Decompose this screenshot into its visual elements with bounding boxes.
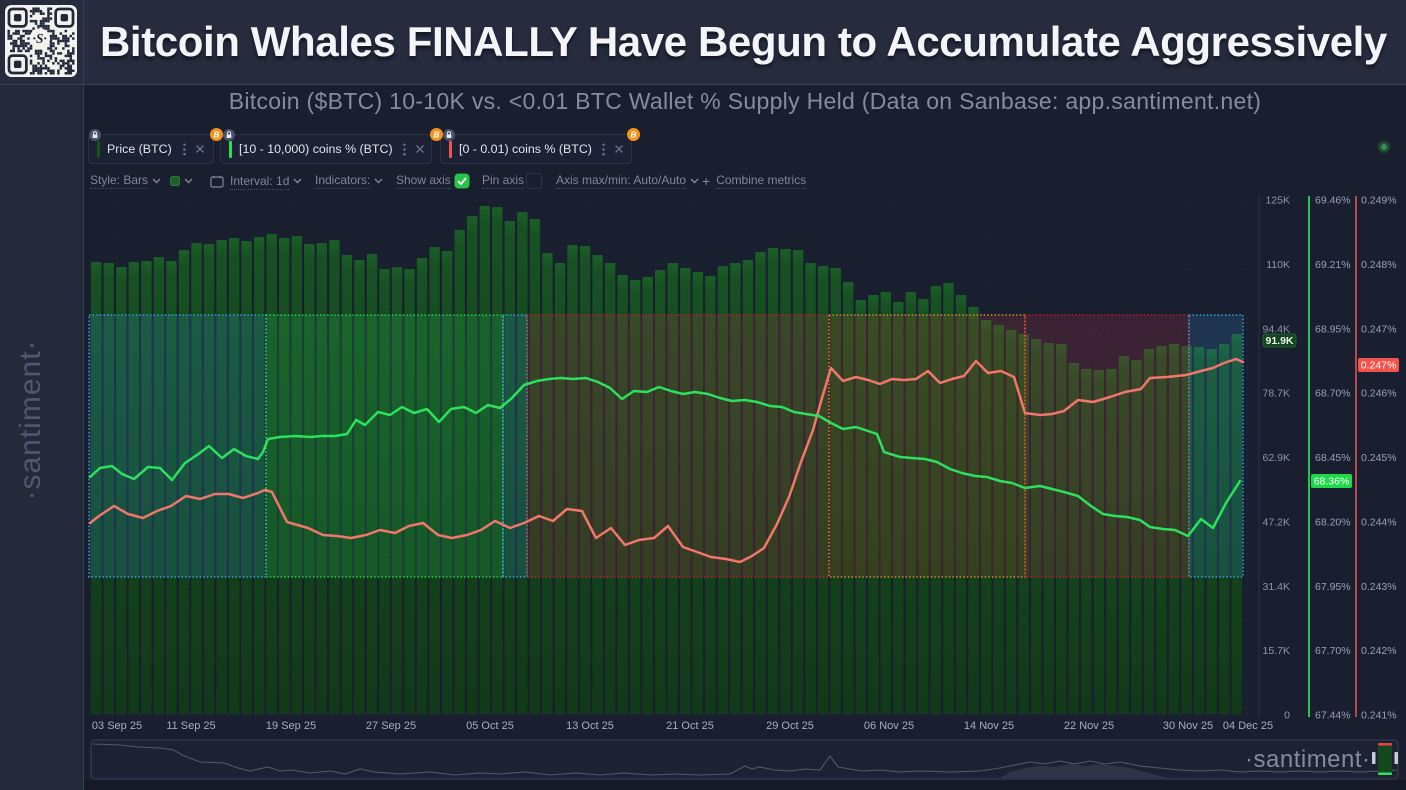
svg-text:68.45%: 68.45%: [1315, 452, 1351, 464]
svg-text:11 Sep 25: 11 Sep 25: [166, 720, 215, 732]
svg-text:62.9K: 62.9K: [1263, 452, 1290, 464]
svg-text:0.241%: 0.241%: [1361, 710, 1397, 722]
svg-text:78.7K: 78.7K: [1263, 388, 1290, 400]
svg-text:68.70%: 68.70%: [1315, 388, 1351, 400]
svg-text:67.70%: 67.70%: [1315, 645, 1351, 657]
svg-text:0.247%: 0.247%: [1361, 323, 1397, 335]
svg-text:04 Dec 25: 04 Dec 25: [1223, 720, 1273, 732]
svg-text:03 Sep 25: 03 Sep 25: [92, 720, 142, 732]
svg-text:0.243%: 0.243%: [1361, 581, 1397, 593]
svg-text:30 Nov 25: 30 Nov 25: [1163, 720, 1213, 732]
svg-text:91.9K: 91.9K: [1265, 335, 1293, 347]
svg-text:69.46%: 69.46%: [1315, 195, 1351, 207]
svg-text:110K: 110K: [1266, 259, 1290, 271]
svg-text:0.247%: 0.247%: [1361, 360, 1397, 372]
svg-text:67.44%: 67.44%: [1315, 710, 1351, 722]
svg-text:21 Oct 25: 21 Oct 25: [666, 720, 714, 732]
svg-text:0.244%: 0.244%: [1361, 516, 1397, 528]
svg-text:06 Nov 25: 06 Nov 25: [864, 720, 914, 732]
svg-text:14 Nov 25: 14 Nov 25: [964, 720, 1014, 732]
svg-text:19 Sep 25: 19 Sep 25: [266, 720, 316, 732]
svg-text:0: 0: [1284, 710, 1290, 722]
svg-text:68.36%: 68.36%: [1314, 476, 1350, 488]
svg-text:B: B: [631, 130, 637, 139]
svg-text:05 Oct 25: 05 Oct 25: [466, 720, 514, 732]
svg-text:0.245%: 0.245%: [1361, 452, 1397, 464]
svg-text:0.248%: 0.248%: [1361, 259, 1397, 271]
svg-text:31.4K: 31.4K: [1263, 581, 1290, 593]
svg-text:69.21%: 69.21%: [1315, 259, 1351, 271]
svg-text:·S·: ·S·: [33, 31, 47, 46]
svg-text:27 Sep 25: 27 Sep 25: [366, 720, 416, 732]
svg-text:47.2K: 47.2K: [1263, 516, 1290, 528]
svg-text:22 Nov 25: 22 Nov 25: [1064, 720, 1114, 732]
svg-text:B: B: [214, 130, 220, 139]
svg-text:29 Oct 25: 29 Oct 25: [766, 720, 814, 732]
svg-text:·santiment·: ·santiment·: [14, 339, 47, 500]
svg-text:13 Oct 25: 13 Oct 25: [566, 720, 614, 732]
svg-text:68.95%: 68.95%: [1315, 323, 1351, 335]
svg-text:68.20%: 68.20%: [1315, 516, 1351, 528]
svg-text:0.249%: 0.249%: [1361, 195, 1397, 207]
svg-text:0.246%: 0.246%: [1361, 388, 1397, 400]
svg-text:0.242%: 0.242%: [1361, 645, 1397, 657]
svg-text:125K: 125K: [1265, 195, 1290, 207]
svg-text:94.4K: 94.4K: [1263, 323, 1290, 335]
svg-text:B: B: [434, 130, 440, 139]
svg-text:15.7K: 15.7K: [1263, 645, 1290, 657]
svg-text:67.95%: 67.95%: [1315, 581, 1351, 593]
